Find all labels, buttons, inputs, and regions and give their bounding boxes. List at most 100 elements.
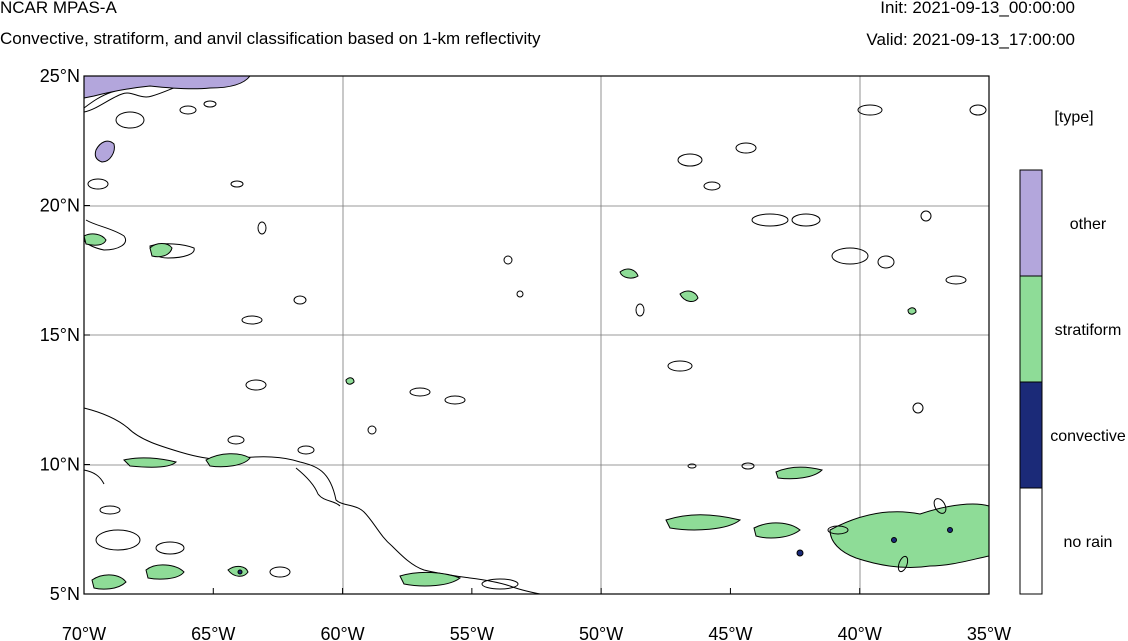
x-axis-labels: 70°W 65°W 60°W 55°W 50°W 45°W 40°W 35°W xyxy=(62,624,1011,641)
contour xyxy=(831,247,869,265)
contour xyxy=(155,541,185,555)
contour xyxy=(257,221,267,235)
contour xyxy=(293,295,307,305)
stratiform-area-6 xyxy=(619,268,639,279)
convective-cell-2 xyxy=(891,537,897,543)
x-tick-label: 55°W xyxy=(450,624,494,641)
legend-swatch-no-rain xyxy=(1019,487,1043,595)
contour xyxy=(503,255,513,265)
x-tick-label: 65°W xyxy=(191,624,235,641)
stratiform-area-7 xyxy=(775,466,823,480)
x-tick-label: 45°W xyxy=(708,624,752,641)
tick-marks xyxy=(83,75,990,595)
contour xyxy=(297,445,315,455)
x-tick-label: 70°W xyxy=(62,624,106,641)
legend: [type] other stratiform convective no rain xyxy=(1019,109,1126,595)
contour xyxy=(87,178,109,190)
contour xyxy=(241,315,263,325)
legend-label-stratiform: stratiform xyxy=(1055,322,1122,339)
legend-swatch-convective xyxy=(1019,381,1043,489)
x-tick-label: 40°W xyxy=(838,624,882,641)
contour xyxy=(95,529,141,551)
stratiform-area-13 xyxy=(399,571,462,587)
map-subtitle: Convective, stratiform, and anvil classi… xyxy=(0,29,541,48)
contour xyxy=(227,435,245,445)
y-tick-label: 10°N xyxy=(40,455,80,475)
other-rain-areas xyxy=(83,75,252,163)
contour xyxy=(687,463,697,469)
stratiform-area-8 xyxy=(665,514,742,531)
stratiform-area-5 xyxy=(679,290,699,302)
legend-label-other: other xyxy=(1070,216,1107,233)
valid-time: Valid: 2021-09-13_17:00:00 xyxy=(866,30,1075,49)
contour xyxy=(741,462,755,470)
stratiform-area-3 xyxy=(123,457,177,468)
app-title: NCAR MPAS-A xyxy=(0,0,117,17)
y-tick-label: 20°N xyxy=(40,196,80,216)
stratiform-area-east xyxy=(829,503,990,569)
contour xyxy=(897,555,909,573)
legend-labels: other stratiform convective no rain xyxy=(1050,216,1126,551)
contour xyxy=(635,303,645,317)
contour xyxy=(516,290,524,298)
legend-swatch-other xyxy=(1019,169,1043,277)
contour xyxy=(920,210,932,222)
convective-rain-areas xyxy=(237,527,953,575)
convective-cell-4 xyxy=(237,569,243,575)
contour xyxy=(481,578,519,590)
stratiform-area-4 xyxy=(205,453,251,468)
contour xyxy=(912,402,924,414)
other-area-top xyxy=(83,75,252,99)
x-tick-label: 60°W xyxy=(320,624,364,641)
contour xyxy=(203,100,217,108)
contour xyxy=(969,104,987,116)
contour xyxy=(409,387,431,397)
stratiform-area-1 xyxy=(149,243,173,258)
x-tick-label: 35°W xyxy=(967,624,1011,641)
x-tick-label: 50°W xyxy=(579,624,623,641)
stratiform-area-11 xyxy=(91,574,127,590)
coastline-jamaica xyxy=(83,219,126,251)
contour xyxy=(245,379,267,391)
contour xyxy=(791,213,821,227)
other-area-hispaniola xyxy=(94,140,115,163)
convective-cell-1 xyxy=(796,549,804,557)
contour xyxy=(857,104,883,116)
coastline-gulf xyxy=(83,469,105,485)
contour xyxy=(827,525,849,535)
y-tick-label: 5°N xyxy=(50,584,80,604)
coastline-venezuela xyxy=(83,407,541,595)
contour xyxy=(703,181,721,191)
contour xyxy=(179,105,197,115)
contour xyxy=(269,566,291,578)
convective-cell-3 xyxy=(947,527,953,533)
contour xyxy=(933,498,947,514)
legend-title: [type] xyxy=(1054,109,1093,126)
contour xyxy=(877,255,895,269)
contour xyxy=(367,425,377,435)
contour xyxy=(735,142,757,154)
contour xyxy=(115,111,145,129)
legend-label-convective: convective xyxy=(1050,428,1126,445)
init-time: Init: 2021-09-13_00:00:00 xyxy=(880,0,1075,17)
contour xyxy=(667,360,693,372)
y-tick-label: 15°N xyxy=(40,325,80,345)
cloud-contours xyxy=(87,100,987,590)
stratiform-area-10 xyxy=(145,564,185,580)
contour xyxy=(945,275,967,285)
stratiform-area-9 xyxy=(753,522,801,539)
stratiform-area-15 xyxy=(345,377,355,385)
contour xyxy=(99,505,121,515)
stratiform-rain-areas xyxy=(83,233,990,590)
legend-swatch-stratiform xyxy=(1019,275,1043,383)
y-tick-label: 25°N xyxy=(40,66,80,86)
contour xyxy=(677,153,703,167)
legend-swatches xyxy=(1019,169,1043,595)
stratiform-area-2 xyxy=(83,233,107,246)
stratiform-area-14 xyxy=(907,307,917,315)
contour xyxy=(230,180,244,188)
coastline-trinidad xyxy=(295,467,341,507)
y-axis-labels: 25°N 20°N 15°N 10°N 5°N xyxy=(40,66,80,604)
contour xyxy=(751,213,789,227)
